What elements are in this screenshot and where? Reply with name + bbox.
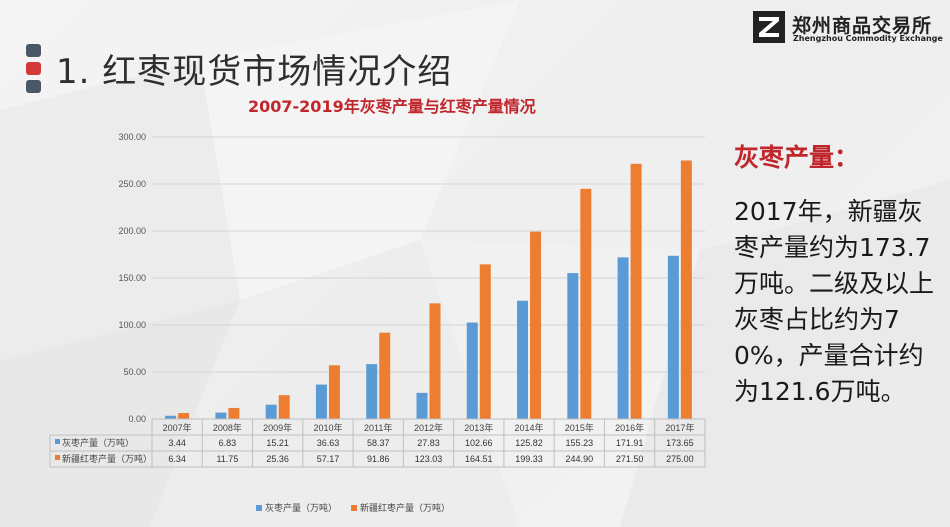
bar-series2: [479, 264, 491, 419]
data-label: 199.33: [515, 454, 543, 464]
legend-swatch: [351, 505, 357, 511]
data-label: 27.83: [417, 438, 440, 448]
data-label: 102.66: [465, 438, 493, 448]
side-description: 2017年，新疆灰枣产量约为173.7万吨。二级及以上灰枣占比约为70%，产量合…: [734, 197, 935, 406]
bullet-marker: [26, 44, 41, 57]
bar-series1: [667, 255, 679, 419]
bar-series2: [278, 395, 290, 419]
x-tick-label: 2007年: [163, 422, 192, 433]
x-tick-label: 2015年: [565, 422, 594, 433]
data-label: 123.03: [415, 454, 443, 464]
bar-series1: [517, 300, 529, 419]
legend-entry: 新疆红枣产量（万吨）: [360, 502, 450, 513]
x-tick-label: 2014年: [515, 422, 544, 433]
x-tick-label: 2013年: [464, 422, 493, 433]
y-tick-label: 150.00: [118, 273, 146, 283]
table-series-name: 新疆红枣产量（万吨）: [62, 453, 152, 464]
x-tick-label: 2008年: [213, 422, 242, 433]
data-label: 171.91: [616, 438, 644, 448]
bar-series2: [580, 188, 592, 419]
y-tick-label: 100.00: [118, 320, 146, 330]
y-tick-label: 250.00: [118, 179, 146, 189]
bar-series1: [165, 415, 177, 419]
y-tick-label: 0.00: [128, 414, 146, 424]
bar-series1: [315, 384, 327, 419]
bullet-marker: [26, 80, 41, 93]
data-label: 244.90: [566, 454, 594, 464]
bar-series1: [366, 364, 378, 419]
data-label: 25.36: [266, 454, 289, 464]
exchange-logo-icon: [753, 11, 785, 43]
bar-series1: [466, 322, 478, 419]
side-heading: 灰枣产量：: [734, 143, 860, 172]
logo-name-en: Zhengzhou Commodity Exchange: [793, 34, 943, 43]
data-label: 15.21: [266, 438, 289, 448]
page-title: 1. 红枣现货市场情况介绍: [56, 52, 453, 92]
bar-series2: [379, 332, 391, 419]
x-tick-label: 2012年: [414, 422, 443, 433]
data-label: 164.51: [465, 454, 493, 464]
bar-series2: [429, 303, 441, 419]
data-label: 57.17: [317, 454, 340, 464]
bar-series1: [215, 412, 227, 419]
x-tick-label: 2011年: [364, 422, 392, 433]
y-tick-label: 300.00: [118, 132, 146, 142]
bar-series2: [228, 407, 240, 419]
bar-series2: [680, 160, 692, 419]
data-label: 6.34: [168, 454, 186, 464]
chart-title: 2007-2019年灰枣产量与红枣产量情况: [248, 97, 536, 116]
data-label: 155.23: [566, 438, 594, 448]
x-tick-label: 2010年: [313, 422, 342, 433]
y-tick-label: 50.00: [123, 367, 146, 377]
data-label: 271.50: [616, 454, 644, 464]
table-legend-key: [55, 455, 60, 460]
bullet-marker: [26, 62, 41, 75]
data-label: 125.82: [515, 438, 543, 448]
y-tick-label: 200.00: [118, 226, 146, 236]
bar-series1: [265, 404, 277, 419]
bar-series2: [530, 231, 542, 419]
data-label: 58.37: [367, 438, 390, 448]
title-bullets: [26, 44, 42, 98]
legend-entry: 灰枣产量（万吨）: [265, 502, 337, 513]
data-label: 36.63: [317, 438, 340, 448]
bar-series1: [567, 273, 579, 419]
logo: 郑州商品交易所 Zhengzhou Commodity Exchange: [752, 10, 943, 48]
bar-series1: [416, 392, 428, 419]
bar-series2: [178, 413, 190, 419]
x-tick-label: 2017年: [665, 422, 694, 433]
table-legend-key: [55, 439, 60, 444]
table-series-name: 灰枣产量（万吨）: [62, 437, 134, 448]
data-label: 11.75: [216, 454, 238, 464]
legend-swatch: [256, 505, 262, 511]
bar-series1: [617, 257, 629, 419]
bar-series2: [328, 365, 340, 419]
data-label: 173.65: [666, 438, 694, 448]
x-tick-label: 2009年: [263, 422, 292, 433]
x-tick-label: 2016年: [615, 422, 644, 433]
bar-series2: [630, 163, 642, 419]
data-label: 3.44: [168, 438, 186, 448]
data-label: 275.00: [666, 454, 694, 464]
data-label: 91.86: [367, 454, 390, 464]
data-label: 6.83: [219, 438, 237, 448]
logo-name-cn: 郑州商品交易所: [792, 15, 933, 37]
